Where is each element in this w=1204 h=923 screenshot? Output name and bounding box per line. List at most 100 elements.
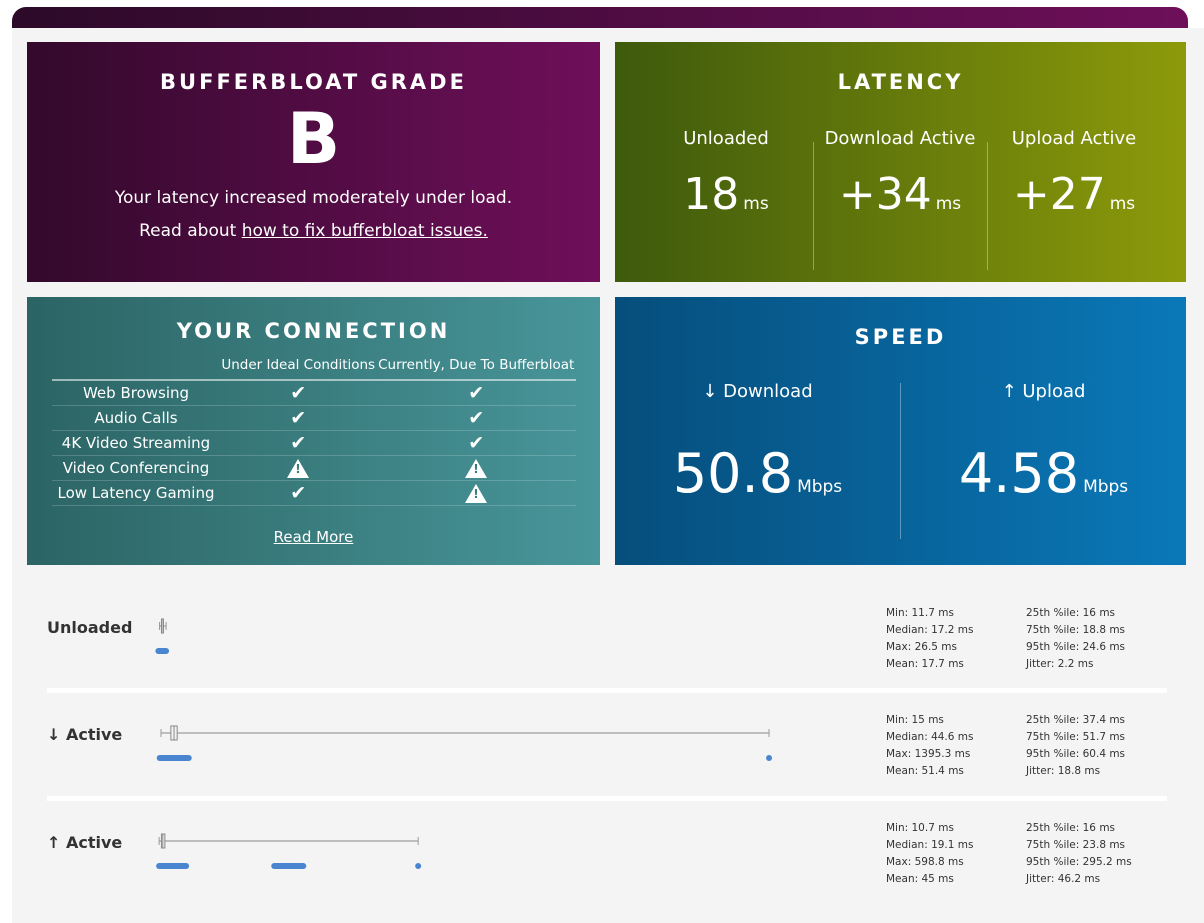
current-status: ! — [376, 455, 576, 481]
stats-right: 25th %ile: 37.4 ms 75th %ile: 51.7 ms 95th… — [1026, 712, 1125, 780]
stat: Min: 11.7 ms — [886, 607, 954, 619]
sample-dots — [156, 863, 190, 869]
connection-card: YOUR CONNECTION Under Ideal Conditions Cu… — [27, 297, 600, 565]
stat: 75th %ile: 23.8 ms — [1026, 839, 1126, 851]
activity-name: 4K Video Streaming — [52, 430, 220, 456]
warning-icon: ! — [465, 483, 488, 503]
stat: 95th %ile: 295.2 ms — [1026, 856, 1132, 868]
boxplot — [156, 833, 422, 869]
divider — [47, 688, 1167, 693]
check-icon: ✔ — [468, 431, 485, 454]
upload-label: ↑ Upload — [1001, 381, 1086, 402]
read-more-link[interactable]: Read More — [273, 528, 354, 546]
results-panel: BUFFERBLOAT GRADE B Your latency increas… — [12, 28, 1204, 923]
check-icon: ✔ — [290, 481, 307, 504]
stat: Jitter: 2.2 ms — [1026, 658, 1094, 670]
stat: 25th %ile: 37.4 ms — [1026, 714, 1126, 726]
latency-unloaded: Unloaded 18 ms — [639, 128, 813, 256]
upload-speed: ↑ Upload 4.58 Mbps — [901, 381, 1186, 505]
latency-card: LATENCY Unloaded 18 ms Download Active +3… — [615, 42, 1186, 282]
latency-label: Download Active — [824, 128, 976, 149]
stat: Median: 17.2 ms — [886, 624, 974, 636]
stats-left: Min: 15 ms Median: 44.6 ms Max: 1395.3 ms M… — [886, 712, 973, 780]
latency-label: Upload Active — [1011, 128, 1137, 149]
download-label: ↓ Download — [702, 381, 813, 402]
download-unit: Mbps — [797, 477, 843, 497]
activity-name: Low Latency Gaming — [52, 480, 220, 506]
latency-label: Unloaded — [683, 128, 769, 149]
latency-title: LATENCY — [837, 70, 964, 94]
ideal-status: ✔ — [220, 480, 377, 506]
stat: 95th %ile: 24.6 ms — [1026, 641, 1126, 653]
connection-row: Audio Calls ✔ ✔ — [52, 405, 576, 431]
grade-description: Your latency increased moderately under … — [114, 188, 513, 208]
stat: Max: 598.8 ms — [886, 856, 964, 868]
fix-bufferbloat-link[interactable]: how to fix bufferbloat issues. — [241, 221, 488, 241]
divider — [987, 142, 988, 270]
sample-dots — [156, 755, 192, 761]
download-value: 50.8 — [672, 442, 794, 505]
connection-row: Video Conferencing!! — [52, 455, 576, 481]
stats-right: 25th %ile: 16 ms 75th %ile: 23.8 ms 95th %… — [1026, 820, 1132, 888]
warning-icon: ! — [287, 458, 310, 478]
ideal-status: ✔ — [220, 405, 377, 431]
upload-value: 4.58 — [958, 442, 1080, 505]
speed-card: SPEED ↓ Download 50.8 Mbps ↑ Upload 4.58 M… — [615, 297, 1186, 565]
check-icon: ✔ — [468, 381, 485, 404]
current-status: ✔ — [376, 430, 576, 456]
latency-unit: ms — [1109, 194, 1136, 214]
current-status: ✔ — [376, 405, 576, 431]
check-icon: ✔ — [290, 431, 307, 454]
header-ideal: Under Ideal Conditions — [220, 357, 377, 381]
connection-row: 4K Video Streaming ✔ ✔ — [52, 430, 576, 456]
stat: 25th %ile: 16 ms — [1026, 607, 1116, 619]
stat: Min: 10.7 ms — [886, 822, 954, 834]
stats-right: 25th %ile: 16 ms 75th %ile: 18.8 ms 95th %… — [1026, 605, 1125, 673]
row-label: ↑ Active — [47, 833, 123, 852]
boxplot — [155, 618, 170, 654]
current-status: ✔ — [376, 380, 576, 406]
sample-dots — [155, 648, 170, 654]
ideal-status: ✔ — [220, 380, 377, 406]
check-icon: ✔ — [290, 406, 307, 429]
latency-row: Unloaded Min: 11.7 ms Median: 17.2 ms Max: … — [47, 598, 1167, 688]
row-label: Unloaded — [47, 618, 133, 637]
divider — [47, 796, 1167, 801]
divider — [813, 142, 814, 270]
stat: Jitter: 46.2 ms — [1026, 873, 1101, 885]
latency-value: +27 — [1012, 169, 1106, 220]
stat: 75th %ile: 51.7 ms — [1026, 731, 1126, 743]
stat: Mean: 45 ms — [886, 873, 954, 885]
upload-unit: Mbps — [1083, 477, 1129, 497]
grade-title: BUFFERBLOAT GRADE — [160, 70, 467, 94]
grade-letter: B — [286, 98, 341, 180]
connection-row: Web Browsing ✔ ✔ — [52, 380, 576, 406]
boxplot — [156, 725, 773, 761]
download-speed: ↓ Download 50.8 Mbps — [615, 381, 900, 505]
check-icon: ✔ — [468, 406, 485, 429]
speed-title: SPEED — [854, 325, 947, 349]
stat: Median: 19.1 ms — [886, 839, 974, 851]
stat: 95th %ile: 60.4 ms — [1026, 748, 1126, 760]
activity-name: Web Browsing — [52, 380, 220, 406]
row-label: ↓ Active — [47, 725, 123, 744]
stat: Mean: 51.4 ms — [886, 765, 964, 777]
stat: Mean: 17.7 ms — [886, 658, 964, 670]
sample-dots — [766, 755, 773, 761]
bufferbloat-grade-card: BUFFERBLOAT GRADE B Your latency increas… — [27, 42, 600, 282]
stats-left: Min: 10.7 ms Median: 19.1 ms Max: 598.8 ms… — [886, 820, 973, 888]
header-current: Currently, Due To Bufferbloat — [376, 357, 576, 381]
latency-row: ↓ Active Min: 15 ms Median: 44.6 ms Max: 13… — [47, 705, 1167, 795]
sample-dots — [271, 863, 307, 869]
stat: 75th %ile: 18.8 ms — [1026, 624, 1126, 636]
stat: Max: 26.5 ms — [886, 641, 957, 653]
warning-icon: ! — [465, 458, 488, 478]
read-about-text: Read about — [139, 221, 242, 241]
ideal-status: ✔ — [220, 430, 377, 456]
latency-unit: ms — [743, 194, 769, 214]
connection-title: YOUR CONNECTION — [176, 319, 451, 343]
ideal-status: ! — [220, 455, 377, 481]
stat: Min: 15 ms — [886, 714, 944, 726]
divider — [900, 383, 901, 539]
stat: 25th %ile: 16 ms — [1026, 822, 1116, 834]
